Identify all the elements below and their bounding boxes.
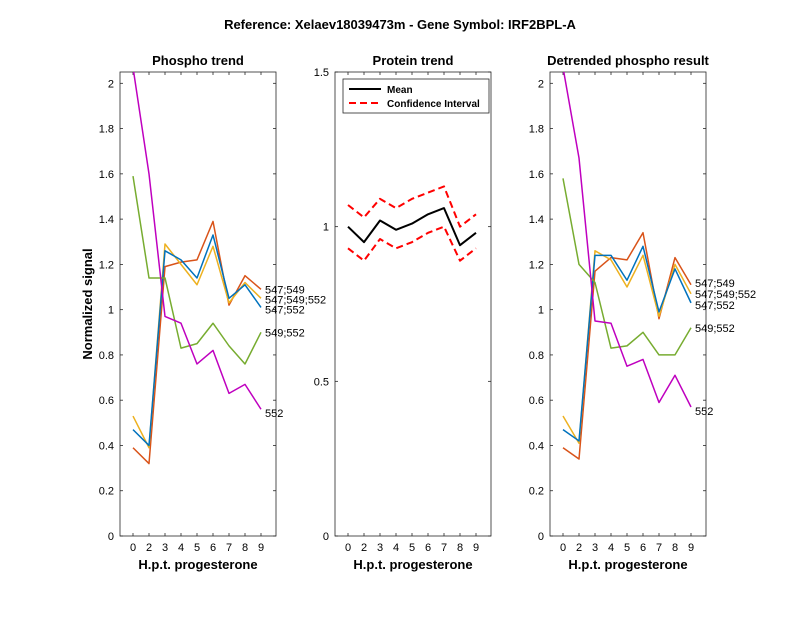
series-end-label: 549;552 xyxy=(695,323,735,335)
y-tick-label: 1.6 xyxy=(99,169,114,181)
x-tick-label: 2 xyxy=(146,542,152,554)
x-axis-label: H.p.t. progesterone xyxy=(568,557,687,572)
y-tick-label: 1 xyxy=(323,222,329,234)
y-tick-label: 1.4 xyxy=(99,214,114,226)
x-tick-label: 5 xyxy=(624,542,630,554)
x-tick-label: 7 xyxy=(441,542,447,554)
x-tick-label: 9 xyxy=(258,542,264,554)
y-tick-label: 1 xyxy=(108,305,114,317)
x-tick-label: 2 xyxy=(361,542,367,554)
series-end-label: 552 xyxy=(695,406,713,418)
legend: Mean Confidence Interval xyxy=(342,78,490,114)
y-tick-label: 0.2 xyxy=(99,486,114,498)
x-tick-label: 6 xyxy=(210,542,216,554)
y-tick-label: 0.2 xyxy=(529,486,544,498)
x-tick-label: 3 xyxy=(162,542,168,554)
series-group xyxy=(347,185,477,262)
y-tick-label: 0.4 xyxy=(529,440,544,452)
series-line-552 xyxy=(563,72,692,408)
y-tick-label: 0.5 xyxy=(314,376,329,388)
series-line-549-552 xyxy=(562,178,692,356)
panels: Phospho trend 0 0.2 0.4 0.6 0.8 1 1.2 1.4 1.6 1.8 2… xyxy=(80,53,756,572)
series-end-label: 547;549;552 xyxy=(265,294,326,306)
x-tick-label: 8 xyxy=(672,542,678,554)
y-tick-label: 0.6 xyxy=(99,395,114,407)
y-tick-label: 0.6 xyxy=(529,395,544,407)
figure-title: Reference: Xelaev18039473m - Gene Symbol… xyxy=(224,17,576,32)
series-line-552 xyxy=(132,72,262,410)
series-line-547-549 xyxy=(132,220,262,465)
axes-box xyxy=(119,71,277,537)
panel-title: Phospho trend xyxy=(152,53,244,68)
x-tick-label: 9 xyxy=(473,542,479,554)
x-tick-label: 0 xyxy=(345,542,351,554)
y-tick-label: 1 xyxy=(538,305,544,317)
panel-title: Detrended phospho result xyxy=(547,53,709,68)
series-line-547-549 xyxy=(562,231,692,460)
y-tick-label: 1.5 xyxy=(314,67,329,79)
series-group xyxy=(132,72,262,465)
x-tick-label: 8 xyxy=(242,542,248,554)
series-end-label: 547;552 xyxy=(265,304,305,316)
x-tick-label: 6 xyxy=(640,542,646,554)
y-axis-label: Normalized signal xyxy=(80,248,95,359)
axes-box xyxy=(549,71,707,537)
series-line-547-552 xyxy=(562,245,692,442)
series-line-mean xyxy=(347,207,477,247)
y-tick-label: 1.8 xyxy=(529,124,544,136)
x-tick-label: 4 xyxy=(393,542,399,554)
axes-box xyxy=(334,71,492,537)
x-tick-label: 0 xyxy=(560,542,566,554)
y-tick-label: 0.4 xyxy=(99,440,114,452)
y-tick-label: 1.8 xyxy=(99,124,114,136)
y-tick-label: 0.8 xyxy=(99,350,114,362)
x-tick-label: 5 xyxy=(409,542,415,554)
y-tick-label: 0 xyxy=(538,531,544,543)
series-group xyxy=(562,72,692,460)
y-tick-label: 2 xyxy=(538,78,544,90)
legend-label: Mean xyxy=(387,85,413,96)
x-tick-label: 4 xyxy=(178,542,184,554)
y-tick-label: 2 xyxy=(108,78,114,90)
x-tick-label: 0 xyxy=(130,542,136,554)
x-tick-label: 6 xyxy=(425,542,431,554)
legend-box xyxy=(342,78,490,114)
x-tick-label: 8 xyxy=(457,542,463,554)
y-tick-label: 0.8 xyxy=(529,350,544,362)
legend-label: Confidence Interval xyxy=(387,99,480,110)
x-axis-label: H.p.t. progesterone xyxy=(353,557,472,572)
x-axis-label: H.p.t. progesterone xyxy=(138,557,257,572)
y-tick-label: 1.2 xyxy=(529,259,544,271)
x-tick-label: 2 xyxy=(576,542,582,554)
series-line-547-552 xyxy=(132,234,262,447)
series-end-label: 547;549 xyxy=(695,278,735,290)
x-tick-label: 9 xyxy=(688,542,694,554)
series-end-label: 547;552 xyxy=(695,300,735,312)
series-end-label: 547;549;552 xyxy=(695,289,756,301)
series-end-label: 552 xyxy=(265,408,283,420)
x-tick-label: 3 xyxy=(592,542,598,554)
y-tick-label: 1.2 xyxy=(99,259,114,271)
x-tick-label: 4 xyxy=(608,542,614,554)
series-end-label: 549;552 xyxy=(265,327,305,339)
x-tick-label: 3 xyxy=(377,542,383,554)
series-end-label: 547;549 xyxy=(265,284,305,296)
x-tick-label: 7 xyxy=(656,542,662,554)
series-line-549-552 xyxy=(132,176,262,365)
y-tick-label: 0 xyxy=(108,531,114,543)
chart-panel-3: Detrended phospho result 0 0.2 0.4 0.6 0.8 1 1.… xyxy=(529,53,756,572)
chart-panel-1: Phospho trend 0 0.2 0.4 0.6 0.8 1 1.2 1.4 1.6 1.8 2… xyxy=(80,53,326,572)
x-tick-label: 5 xyxy=(194,542,200,554)
x-tick-label: 7 xyxy=(226,542,232,554)
series-line-confidence-interval xyxy=(347,225,477,262)
panel-title: Protein trend xyxy=(373,53,454,68)
y-tick-label: 1.4 xyxy=(529,214,544,226)
series-line-confidence-interval xyxy=(347,185,477,228)
y-tick-label: 1.6 xyxy=(529,169,544,181)
y-tick-label: 0 xyxy=(323,531,329,543)
